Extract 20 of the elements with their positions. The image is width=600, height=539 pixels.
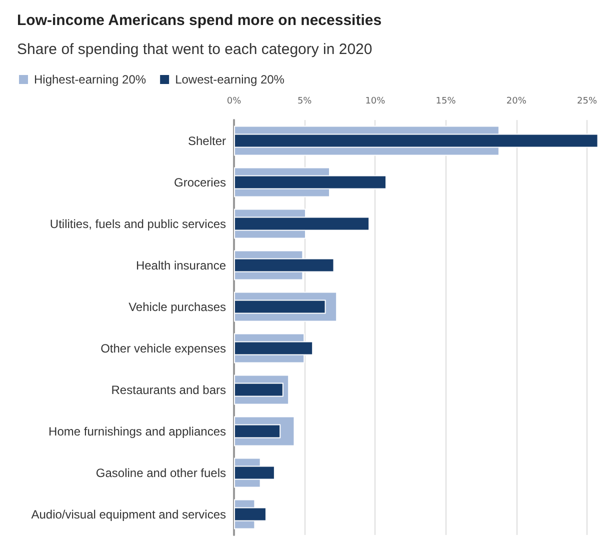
x-tick-label: 0% xyxy=(226,96,242,106)
chart-title: Low-income Americans spend more on necessities xyxy=(17,12,382,29)
x-tick-label: 25% xyxy=(576,96,598,106)
y-tick-label: Restaurants and bars xyxy=(111,382,226,397)
x-tick-label: 10% xyxy=(365,96,386,106)
y-tick-label: Shelter xyxy=(188,134,226,148)
y-tick-label: Vehicle purchases xyxy=(128,300,226,314)
x-tick-label: 20% xyxy=(506,96,527,106)
y-tick-label: Utilities, fuels and public services xyxy=(50,216,226,231)
y-tick-label: Groceries xyxy=(174,175,226,190)
y-tick-label: Audio/visual equipment and services xyxy=(31,507,226,522)
y-tick-label: Home furnishings and appliances xyxy=(48,424,226,438)
y-tick-label: Other vehicle expenses xyxy=(100,341,226,356)
legend-label: Lowest-earning 20% xyxy=(175,72,285,86)
y-tick-label: Gasoline and other fuels xyxy=(96,466,226,480)
y-tick-label: Health insurance xyxy=(136,258,226,272)
x-tick-label: 15% xyxy=(436,96,456,106)
legend-label: Highest-earning 20% xyxy=(34,72,146,86)
chart-subtitle: Share of spending that went to each category in 2020 xyxy=(17,41,372,58)
x-tick-label: 5% xyxy=(297,96,312,106)
